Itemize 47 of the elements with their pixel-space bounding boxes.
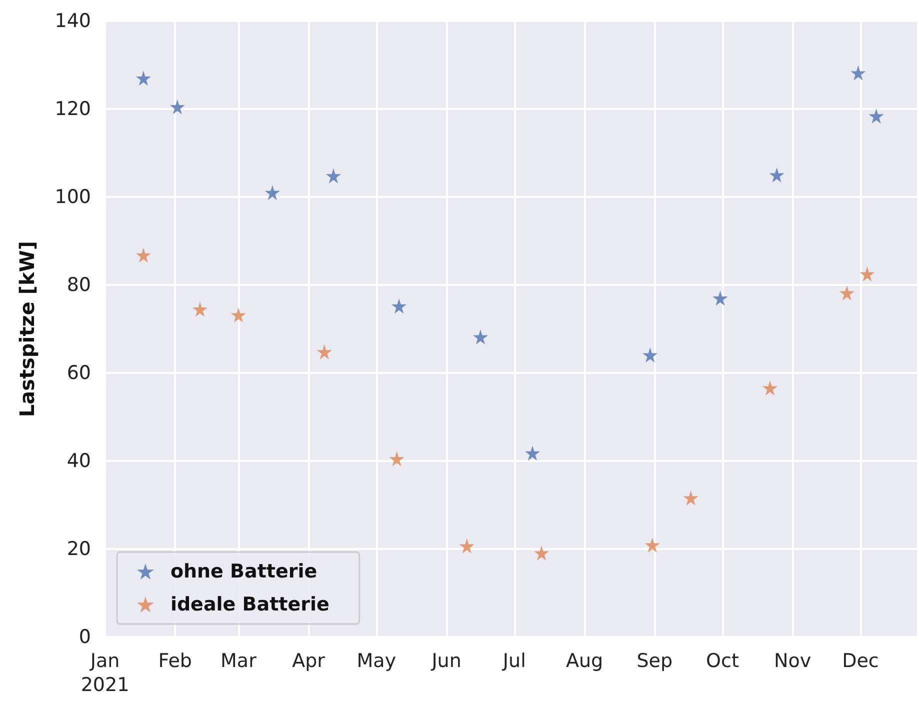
point <box>230 307 246 322</box>
point <box>644 538 660 553</box>
point <box>326 168 341 184</box>
point <box>524 446 540 461</box>
point <box>712 290 728 306</box>
x-tick-label: May <box>356 650 396 672</box>
x-tick-label: Sep <box>636 650 673 672</box>
point <box>459 538 474 554</box>
point <box>136 70 151 86</box>
point <box>850 65 866 80</box>
x-tick-label: Mar <box>220 650 257 672</box>
point <box>839 285 854 300</box>
point <box>868 108 884 124</box>
x-tick-label: Jan 2021 <box>80 650 130 696</box>
y-tick-label: 0 <box>78 626 91 648</box>
y-tick-label: 80 <box>66 274 91 296</box>
x-tick-label: Nov <box>774 650 812 672</box>
x-tick-label: Apr <box>292 650 326 672</box>
point <box>316 344 332 360</box>
x-tick-label: Jun <box>430 650 462 672</box>
y-axis-title: Lastspitze [kW] <box>15 240 39 418</box>
point <box>192 302 208 317</box>
point <box>392 298 407 314</box>
point <box>683 490 698 506</box>
y-tick-label: 140 <box>54 10 91 32</box>
point <box>472 329 488 344</box>
point <box>264 185 280 200</box>
y-tick-label: 60 <box>66 362 91 384</box>
legend-label: ideale Batterie <box>170 594 330 616</box>
point <box>534 545 550 560</box>
x-tick-label: Feb <box>158 650 192 672</box>
y-tick-label: 120 <box>54 98 91 120</box>
x-tick-label: Jul <box>502 650 526 672</box>
x-tick-label: Dec <box>842 650 879 672</box>
point <box>170 99 185 114</box>
point <box>769 168 784 182</box>
x-tick-label: Aug <box>566 650 604 672</box>
y-tick-label: 100 <box>54 186 91 208</box>
point <box>860 266 875 282</box>
point <box>642 347 658 362</box>
x-tick-label: Oct <box>706 650 739 672</box>
point <box>762 380 778 396</box>
legend-label: ohne Batterie <box>170 560 318 582</box>
y-tick-label: 20 <box>66 538 91 560</box>
point <box>136 248 151 263</box>
point <box>389 451 404 466</box>
y-tick-label: 40 <box>66 450 91 472</box>
